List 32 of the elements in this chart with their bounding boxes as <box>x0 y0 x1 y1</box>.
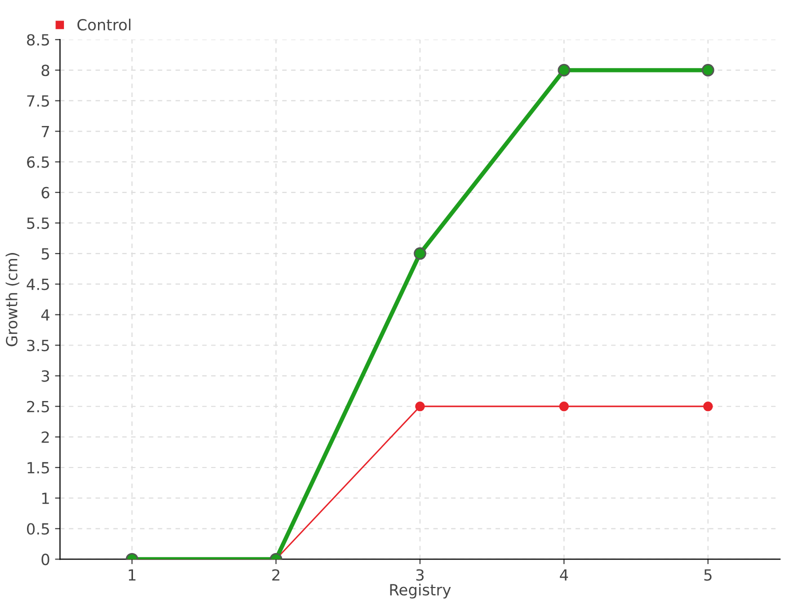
x-tick-label: 4 <box>560 569 568 581</box>
x-tick-label: 1 <box>128 569 136 581</box>
point <box>703 402 713 412</box>
y-tick-label: 6.5 <box>27 156 49 168</box>
y-tick-label: 8.5 <box>27 34 49 46</box>
y-tick-label: 1 <box>42 492 49 504</box>
x-tick-label: 2 <box>272 569 280 581</box>
y-tick-label: 3.5 <box>27 340 49 352</box>
legend-label: Control <box>77 18 130 31</box>
y-tick-label: 2 <box>42 431 49 443</box>
y-tick-label: 4 <box>41 309 50 320</box>
y-tick-label: 8 <box>42 64 50 76</box>
x-tick-label: 5 <box>704 569 712 581</box>
x-tick-label: 3 <box>416 569 424 581</box>
point <box>559 402 569 412</box>
y-tick-label: 6 <box>42 186 50 198</box>
x-axis-title: Registry <box>390 584 451 598</box>
y-tick-label: 4.5 <box>26 278 49 290</box>
y-tick-label: 0 <box>42 554 50 566</box>
y-tick-label: 0.5 <box>26 523 49 535</box>
point <box>558 64 570 76</box>
y-tick-label: 3 <box>42 370 50 382</box>
y-tick-label: 5 <box>42 248 49 260</box>
y-tick-label: 5.5 <box>27 218 49 230</box>
y-tick-label: 1.5 <box>28 462 49 474</box>
y-axis-title: Growth (cm) <box>6 253 20 346</box>
point <box>414 247 426 260</box>
y-tick-label: 7.5 <box>27 95 49 107</box>
y-tick-label: 2.5 <box>27 400 49 412</box>
point <box>415 402 425 412</box>
y-tick-label: 7 <box>42 126 49 138</box>
point <box>702 64 714 76</box>
